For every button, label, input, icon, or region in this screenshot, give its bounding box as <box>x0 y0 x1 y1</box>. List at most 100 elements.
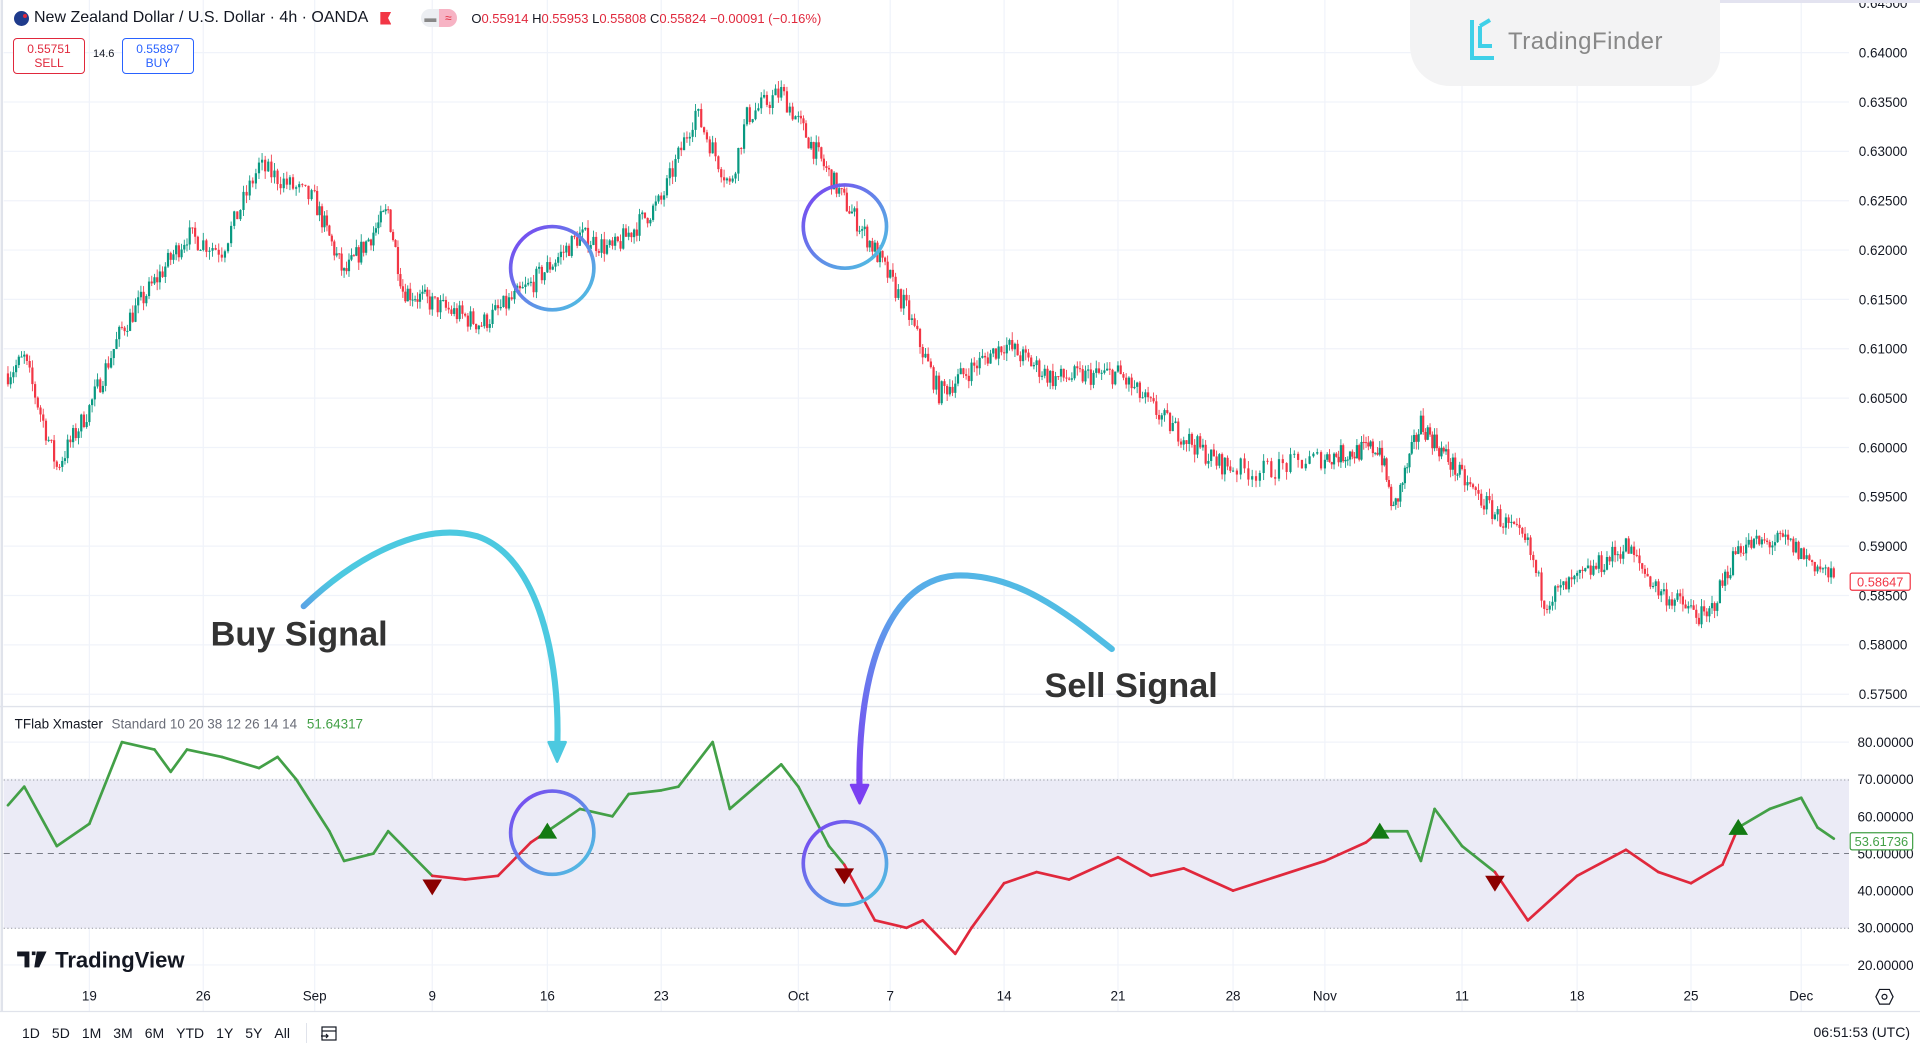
oscillator-segment <box>401 844 434 878</box>
oscillator-segment <box>1689 863 1724 885</box>
range-ytd[interactable]: YTD <box>176 1024 205 1041</box>
calendar-goto-icon[interactable] <box>319 1023 339 1043</box>
wave-icon[interactable]: ≈ <box>439 9 458 27</box>
candle <box>791 102 794 121</box>
candle <box>861 225 864 239</box>
time-axis[interactable]: 19 26 Sep 9 16 23 Oct 7 14 21 28 Nov 11 18 25 Dec <box>82 988 1814 1003</box>
candle-body <box>978 357 981 369</box>
symbol-title[interactable]: New Zealand Dollar / U.S. Dollar · 4h · … <box>34 9 369 26</box>
candle <box>1504 513 1507 535</box>
candle <box>1326 452 1329 462</box>
buy-button[interactable]: 0.55897 BUY <box>122 38 194 74</box>
range-1m[interactable]: 1M <box>81 1024 102 1041</box>
candle-body <box>742 124 746 149</box>
candle <box>1819 559 1822 573</box>
candle <box>554 259 557 272</box>
candle <box>1103 363 1106 375</box>
candle-body <box>1808 555 1811 561</box>
oscillator-segment <box>153 748 173 774</box>
candle-body <box>1016 343 1019 356</box>
candle-body <box>1000 346 1003 353</box>
clock-utc[interactable]: 06:51:53 (UTC) <box>1813 1024 1910 1040</box>
candle <box>1054 371 1057 390</box>
candle-body <box>595 236 598 252</box>
range-1y[interactable]: 1Y <box>216 1024 234 1041</box>
highlight-circle-buy-price <box>508 224 596 312</box>
candle <box>1358 443 1361 462</box>
candle <box>1619 546 1622 564</box>
candle <box>889 269 892 279</box>
oscillator-axis[interactable]: 80.0000070.0000060.0000050.0000040.00000… <box>1858 735 1914 973</box>
candle <box>657 194 660 204</box>
candle <box>1581 566 1584 579</box>
candle <box>592 230 595 246</box>
market-closed-flag-icon[interactable] <box>380 11 392 25</box>
candle <box>1040 371 1044 381</box>
candle <box>1654 579 1657 593</box>
visibility-toggle[interactable]: ▬ ≈ <box>421 9 458 27</box>
candle <box>411 292 414 307</box>
sell-button[interactable]: 0.55751 SELL <box>13 38 85 74</box>
candle-body <box>1614 546 1617 556</box>
candle <box>1011 332 1014 352</box>
candle <box>47 436 50 443</box>
candle-body <box>543 272 546 281</box>
candle-body <box>1496 509 1499 515</box>
candle <box>649 218 652 227</box>
candle <box>6 366 10 387</box>
candle <box>1168 411 1172 434</box>
candle-body <box>1160 415 1163 420</box>
candle <box>360 234 363 265</box>
range-all[interactable]: All <box>274 1024 290 1041</box>
price-axis[interactable]: 0.645000.640000.635000.630000.625000.620… <box>1859 0 1908 702</box>
candle <box>169 251 172 266</box>
candle-body <box>239 209 242 220</box>
candle <box>318 201 321 222</box>
candle <box>886 255 889 283</box>
candle <box>1737 540 1740 555</box>
candle-body <box>720 169 723 178</box>
candle <box>285 171 288 190</box>
candle <box>1179 438 1183 448</box>
candle <box>1451 453 1454 477</box>
candle <box>603 231 606 262</box>
range-3m[interactable]: 3M <box>113 1024 133 1041</box>
candle-body <box>1419 415 1422 435</box>
candle <box>1401 481 1404 493</box>
range-5d[interactable]: 5D <box>51 1024 70 1041</box>
candle-body <box>1679 593 1682 597</box>
candle <box>1755 529 1758 545</box>
candle <box>335 246 338 258</box>
candle <box>1141 391 1144 399</box>
candle <box>1827 566 1830 583</box>
settings-gear-icon[interactable] <box>1875 988 1894 1005</box>
candle <box>768 101 771 115</box>
candle-body <box>1119 365 1122 375</box>
candle <box>754 102 757 121</box>
candle-body <box>1802 548 1806 559</box>
candle <box>217 243 220 263</box>
tradingview-logo[interactable]: TradingView <box>17 947 185 972</box>
range-6m[interactable]: 6M <box>144 1024 165 1041</box>
candle-body <box>85 422 88 428</box>
indicator-legend[interactable]: TFlab Xmaster Standard 10 20 38 12 26 14… <box>15 717 363 732</box>
candle <box>77 428 80 445</box>
range-5y[interactable]: 5Y <box>245 1024 263 1041</box>
candle <box>1739 543 1742 557</box>
candle-body <box>1523 533 1527 540</box>
candle-body <box>1548 605 1551 610</box>
price-axis-label: 0.62500 <box>1859 194 1908 209</box>
candle-body <box>1390 486 1393 507</box>
minus-icon[interactable]: ▬ <box>424 11 437 25</box>
candle <box>1024 345 1027 361</box>
candle-body <box>1426 427 1429 440</box>
candle <box>1729 567 1732 580</box>
candle-body <box>948 386 951 395</box>
candle-body <box>466 315 469 327</box>
candle <box>205 238 208 258</box>
candle <box>992 347 995 358</box>
range-1d[interactable]: 1D <box>22 1024 40 1041</box>
candle-body <box>932 367 935 390</box>
candle <box>1355 439 1358 459</box>
